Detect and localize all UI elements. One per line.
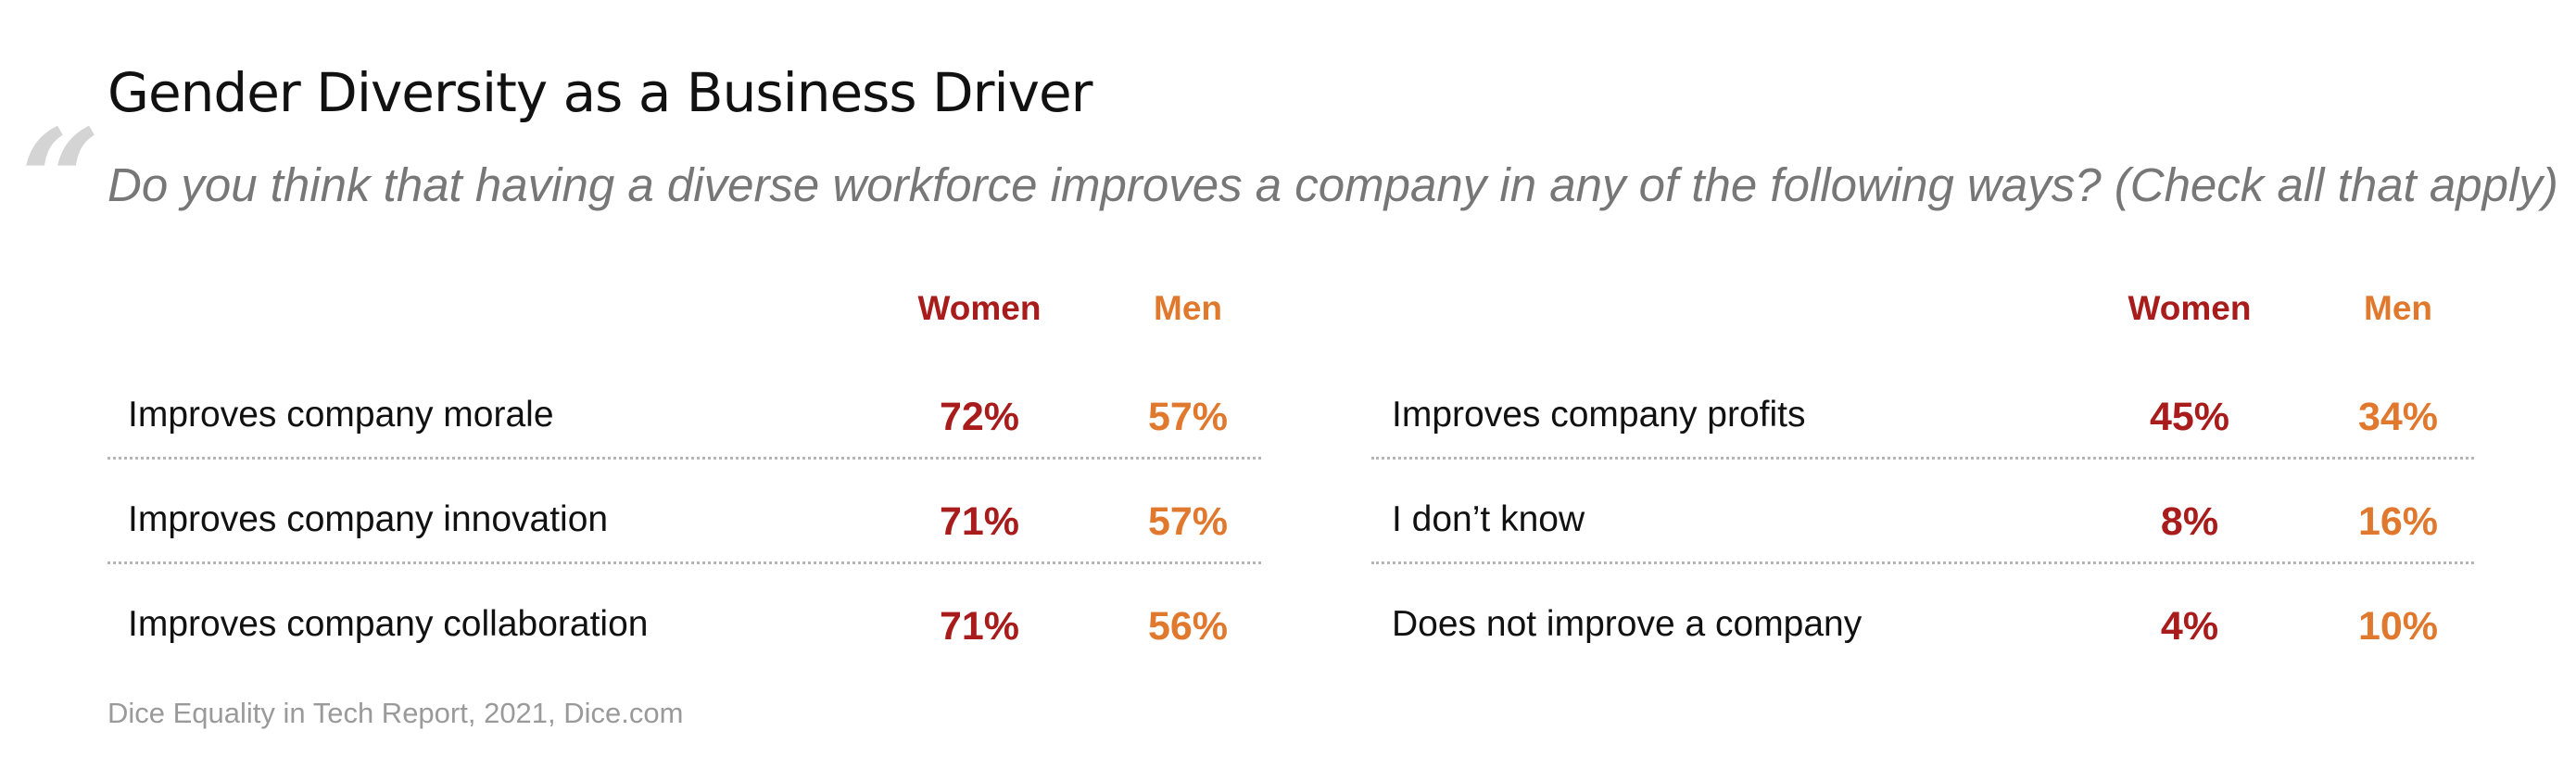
women-value: 71%	[939, 604, 1020, 649]
men-value: 56%	[1147, 604, 1229, 649]
row-label: I don’t know	[1392, 499, 1585, 539]
table-row: Improves company morale 72% 57%	[107, 352, 1261, 460]
row-label: Improves company collaboration	[128, 604, 649, 644]
table-row: Improves company profits 45% 34%	[1371, 352, 2474, 460]
column-header-men-left: Men	[1154, 289, 1222, 327]
table-row: Improves company collaboration 71% 56%	[107, 561, 1261, 666]
column-header-men-right: Men	[2364, 289, 2432, 327]
table-panel-right: Women Men Improves company profits 45% 34% I …	[1371, 278, 2474, 676]
table-row: Improves company innovation 71% 57%	[107, 457, 1261, 564]
men-value: 57%	[1147, 395, 1229, 439]
table-row: Does not improve a company 4% 10%	[1371, 561, 2474, 666]
row-label: Improves company innovation	[128, 499, 609, 539]
quote-mark-icon: “	[20, 99, 101, 262]
women-value: 4%	[2160, 604, 2219, 649]
men-value: 16%	[2357, 499, 2439, 544]
women-value: 71%	[939, 499, 1020, 544]
column-header-women-right: Women	[2128, 289, 2252, 327]
row-label: Does not improve a company	[1392, 604, 1863, 644]
survey-question: Do you think that having a diverse workf…	[107, 158, 2558, 211]
women-value: 72%	[939, 395, 1020, 439]
women-value: 8%	[2160, 499, 2219, 544]
men-value: 10%	[2357, 604, 2439, 649]
column-header-women-left: Women	[917, 289, 1042, 327]
men-value: 57%	[1147, 499, 1229, 544]
men-value: 34%	[2357, 395, 2439, 439]
row-label: Improves company morale	[128, 395, 554, 435]
table-panel-left: Women Men Improves company morale 72% 57% Imp…	[107, 278, 1261, 676]
source-note: Dice Equality in Tech Report, 2021, Dice…	[107, 697, 684, 729]
row-label: Improves company profits	[1392, 395, 1806, 435]
table-row: I don’t know 8% 16%	[1371, 457, 2474, 564]
chart-title: Gender Diversity as a Business Driver	[107, 61, 1092, 124]
women-value: 45%	[2149, 395, 2230, 439]
